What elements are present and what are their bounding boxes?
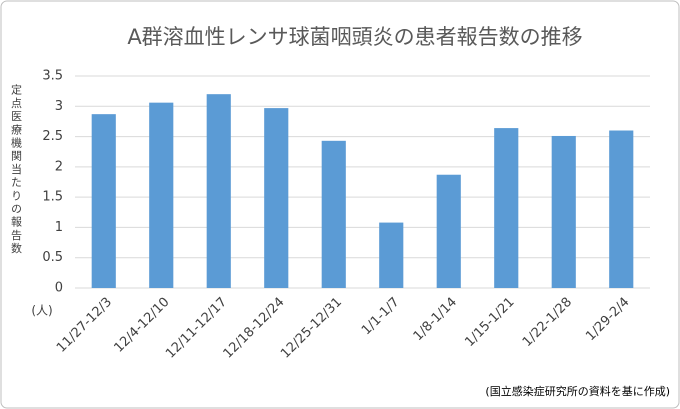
bar	[149, 102, 174, 288]
y-tick-label: 3	[55, 99, 63, 114]
bar	[264, 108, 289, 288]
y-tick-label: 2.5	[42, 129, 63, 144]
chart-title: A群溶血性レンサ球菌咽頭炎の患者報告数の推移	[127, 25, 582, 49]
bar	[551, 135, 576, 288]
y-tick-label: 0	[55, 281, 63, 296]
bar	[494, 128, 519, 288]
y-tick-label: 2	[55, 159, 63, 174]
source-note: (国立感染症研究所の資料を基に作成)	[485, 384, 670, 398]
bar	[379, 222, 404, 288]
y-tick-label: 0.5	[42, 250, 63, 265]
y-tick-label: 1.5	[42, 190, 63, 205]
y-axis-unit: (人)	[31, 304, 52, 318]
bar	[91, 114, 116, 288]
y-axis-label: 定点医療機関当たりの報告数	[10, 83, 23, 256]
bar	[436, 174, 461, 288]
bar	[609, 130, 634, 288]
bar	[206, 94, 231, 289]
bar	[321, 140, 346, 288]
y-tick-label: 1	[55, 220, 63, 235]
y-tick-label: 3.5	[42, 69, 63, 84]
